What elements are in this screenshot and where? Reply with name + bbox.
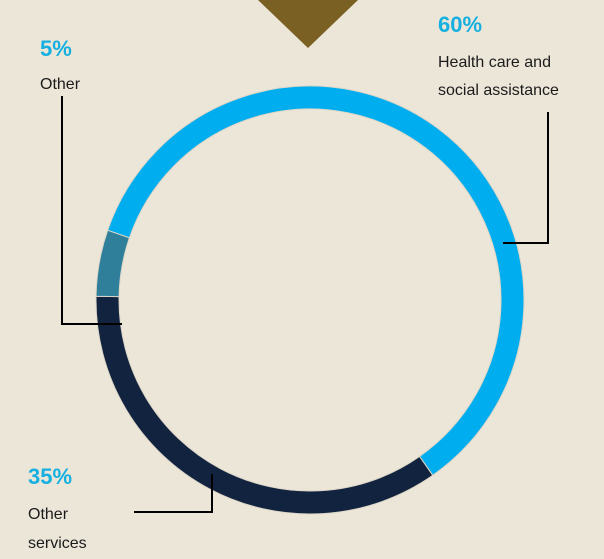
leader-lines bbox=[61, 96, 549, 513]
donut-slices bbox=[95, 85, 525, 515]
slice-percent-health-care: 60% bbox=[438, 12, 482, 37]
slice-label-health-care-line1: Health care and bbox=[438, 54, 551, 71]
slice-label-other: Other bbox=[40, 76, 81, 93]
slice-label-health-care-line2: social assistance bbox=[438, 82, 559, 99]
slice-other-services bbox=[95, 295, 434, 515]
pointer-triangle-icon bbox=[258, 0, 358, 48]
slice-percent-other-services: 35% bbox=[28, 464, 72, 489]
slice-other bbox=[95, 229, 131, 298]
slice-percent-other: 5% bbox=[40, 36, 72, 61]
slice-label-other-services-line2: services bbox=[28, 535, 87, 552]
leader-line-health-care bbox=[503, 112, 549, 244]
slice-health-care bbox=[107, 85, 525, 476]
leader-line-other-services bbox=[134, 474, 213, 513]
slice-label-other-services-line1: Other bbox=[28, 506, 69, 523]
leader-line-other bbox=[61, 96, 122, 325]
